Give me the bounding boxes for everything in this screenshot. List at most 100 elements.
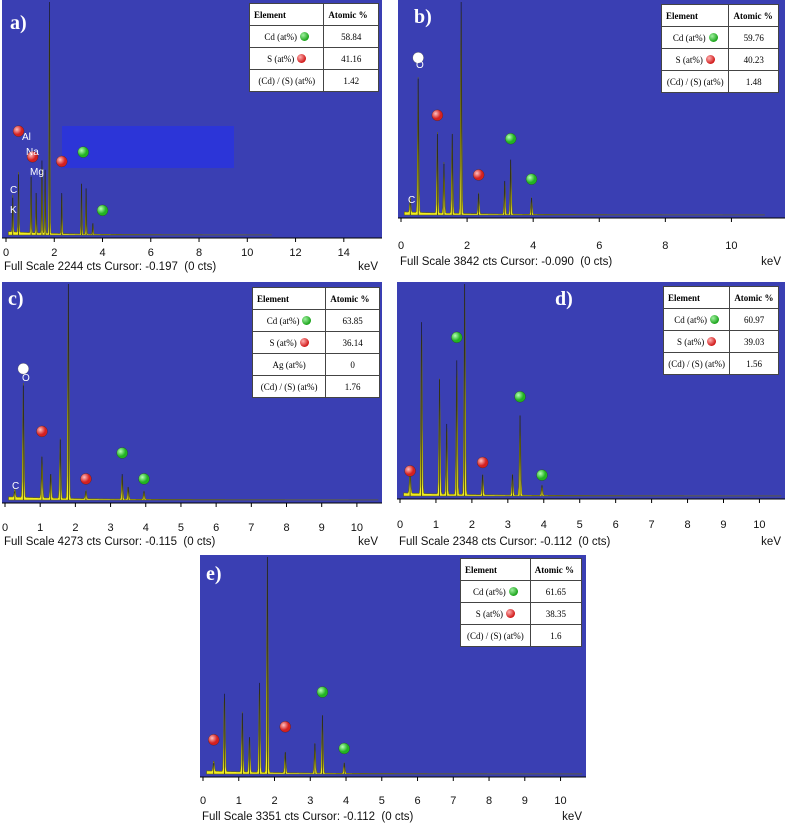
x-tick-label: 10 [351, 522, 363, 534]
x-tick-label: 9 [522, 795, 528, 807]
x-tick-label: 0 [398, 240, 404, 252]
peak-label: O [416, 60, 424, 71]
x-tick-label: 10 [725, 240, 737, 252]
green-marker [536, 469, 548, 481]
atomic-value: 60.97 [729, 308, 779, 331]
element-cell: S (at%) [248, 47, 325, 70]
green-marker [96, 204, 109, 217]
element-name: (Cd) / (S) (at%) [260, 381, 318, 392]
element-name: Cd (at%) [266, 315, 300, 326]
table-row: Cd (at%) 61.65 [460, 580, 583, 603]
table-header-row: Element Atomic % [662, 286, 779, 309]
element-cell: Cd (at%) [251, 309, 327, 332]
green-marker [451, 331, 463, 344]
element-cell: S (at%) [460, 602, 531, 625]
spectrum-trace [8, 284, 379, 501]
x-tick-label: 5 [379, 795, 385, 807]
header-element: Element [460, 558, 531, 581]
axis-area [200, 777, 586, 823]
red-dot-icon [707, 336, 717, 346]
table-row: S (at%) 38.35 [460, 602, 583, 625]
footer-c: Full Scale 4273 cts Cursor: -0.115 (0 ct… [4, 536, 216, 548]
element-name: (Cd) / (S) (at%) [668, 358, 726, 369]
red-marker [431, 109, 443, 121]
x-tick-label: 2 [72, 522, 78, 534]
table-header-row: Element Atomic % [460, 558, 583, 581]
header-element: Element [248, 3, 325, 26]
x-tick-label: 6 [414, 795, 420, 807]
element-cell: (Cd) / (S) (at%) [251, 375, 327, 398]
x-tick-label: 7 [450, 795, 456, 807]
header-element: Element [660, 4, 730, 27]
element-name: S (at%) [677, 336, 705, 347]
table-row: Cd (at%) 59.76 [660, 26, 779, 49]
atomic-value: 39.03 [729, 330, 779, 353]
element-name: Ag (at%) [272, 359, 306, 370]
panel-a: 0 2 4 6 8 10 12 14 Al Na Mg C K a) Element Atomic % Cd… [2, 0, 382, 273]
spectrum-trace [403, 284, 782, 497]
unit-label-b: keV [761, 256, 781, 268]
table-row: (Cd) / (S) (at%) 1.6 [460, 624, 583, 647]
header-element: Element [662, 286, 731, 309]
x-tick-label: 12 [289, 247, 301, 259]
green-dot-icon [302, 315, 312, 325]
red-marker [473, 169, 485, 181]
element-cell: Cd (at%) [660, 26, 730, 49]
panel-label-e: e) [206, 563, 222, 585]
green-dot-icon [708, 32, 718, 42]
element-name: (Cd) / (S) (at%) [258, 75, 316, 86]
red-marker [404, 465, 416, 477]
red-marker [26, 151, 39, 163]
element-name: S (at%) [267, 53, 295, 64]
element-name: Cd (at%) [473, 586, 506, 597]
table-row: S (at%) 40.23 [660, 48, 779, 71]
red-marker [279, 721, 291, 733]
element-cell: (Cd) / (S) (at%) [662, 352, 731, 375]
x-tick-label: 5 [178, 522, 184, 534]
x-tick-label: 7 [248, 522, 254, 534]
table-row: (Cd) / (S) (at%) 1.76 [251, 375, 380, 398]
peak-label: Na [26, 147, 39, 158]
x-tick-label: 0 [3, 247, 9, 259]
x-tick-label: 2 [464, 240, 470, 252]
element-cell: S (at%) [251, 331, 327, 354]
x-tick-label: 2 [271, 795, 277, 807]
x-tick-label: 0 [2, 522, 8, 534]
panel-b: 0 2 4 6 8 10 O C b) Element Atomic % Cd (at%) 59.7… [398, 0, 785, 268]
green-marker [77, 146, 89, 158]
white-marker [17, 363, 29, 375]
x-tick-label: 9 [720, 519, 726, 531]
peak-label: O [22, 373, 30, 384]
white-marker [412, 52, 424, 64]
peak-label: C [12, 481, 19, 492]
red-marker [56, 155, 68, 168]
table-header-row: Element Atomic % [251, 287, 380, 310]
red-marker [80, 473, 92, 485]
table-row: (Cd) / (S) (at%) 1.48 [660, 70, 779, 93]
element-name: S (at%) [475, 608, 503, 619]
atomic-value: 0 [325, 353, 380, 376]
unit-label-e: keV [562, 811, 582, 823]
element-cell: S (at%) [662, 330, 731, 353]
x-tick-label: 3 [505, 519, 511, 531]
table-row: (Cd) / (S) (at%) 1.42 [248, 69, 379, 92]
element-cell: Ag (at%) [251, 353, 327, 376]
element-name: Cd (at%) [672, 32, 706, 43]
axis-area [2, 238, 382, 273]
element-cell: S (at%) [660, 48, 730, 71]
header-atomic: Atomic % [325, 287, 380, 310]
x-tick-label: 1 [433, 519, 439, 531]
x-tick-label: 14 [338, 247, 350, 259]
x-tick-label: 10 [241, 247, 253, 259]
x-tick-label: 4 [343, 795, 349, 807]
table-row: S (at%) 36.14 [251, 331, 380, 354]
atomic-value: 40.23 [728, 48, 779, 71]
x-tick-label: 3 [108, 522, 114, 534]
selection-box [62, 126, 234, 168]
composition-table-d: Element Atomic % Cd (at%) 60.97 S (at%) 39.03… [662, 286, 779, 375]
unit-label-c: keV [358, 536, 378, 548]
x-tick-label: 2 [469, 519, 475, 531]
element-name: S (at%) [675, 54, 703, 65]
composition-table-c: Element Atomic % Cd (at%) 63.85 S (at%) 36.14… [251, 287, 380, 398]
axis-area [397, 499, 785, 548]
